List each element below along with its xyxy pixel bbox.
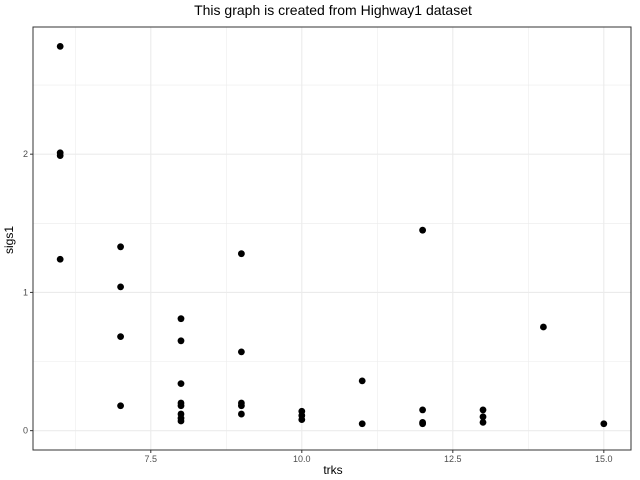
y-axis-ticks: 0 1 2: [23, 149, 33, 436]
x-tick-label: 10.0: [293, 454, 311, 464]
data-point: [419, 406, 427, 414]
data-point: [237, 348, 245, 356]
data-point: [177, 315, 185, 323]
y-tick-label: 0: [23, 426, 28, 436]
data-point: [56, 42, 64, 50]
data-point: [56, 255, 64, 263]
data-point: [117, 333, 124, 341]
data-point: [298, 416, 306, 423]
x-tick-label: 15.0: [595, 454, 613, 464]
data-point: [479, 406, 487, 414]
y-tick-label: 2: [23, 149, 28, 159]
data-point: [177, 402, 185, 410]
data-point: [177, 417, 185, 425]
data-point: [117, 243, 124, 251]
chart-title: This graph is created from Highway1 data…: [194, 2, 472, 18]
y-tick-label: 1: [23, 287, 28, 297]
data-point: [237, 250, 245, 258]
data-point: [419, 420, 427, 428]
x-axis-ticks: 7.5 10.0 12.5 15.0: [145, 450, 613, 464]
data-point: [479, 413, 487, 421]
data-point: [117, 402, 124, 410]
data-point: [56, 152, 64, 159]
data-point: [237, 402, 245, 410]
data-point: [600, 420, 608, 428]
x-tick-label: 12.5: [444, 454, 462, 464]
x-tick-label: 7.5: [145, 454, 158, 464]
data-point: [419, 226, 427, 234]
data-point: [479, 418, 487, 426]
data-point: [540, 323, 547, 331]
data-point: [177, 337, 185, 345]
y-axis-title: sigs1: [2, 226, 16, 254]
data-point: [237, 410, 245, 418]
data-points: [56, 42, 608, 428]
data-point: [358, 377, 366, 385]
data-point: [358, 420, 366, 428]
plot-panel-border: [32, 26, 632, 451]
grid-lines: [33, 27, 631, 450]
x-axis-title: trks: [323, 463, 342, 477]
data-point: [177, 380, 185, 388]
data-point: [117, 283, 124, 291]
